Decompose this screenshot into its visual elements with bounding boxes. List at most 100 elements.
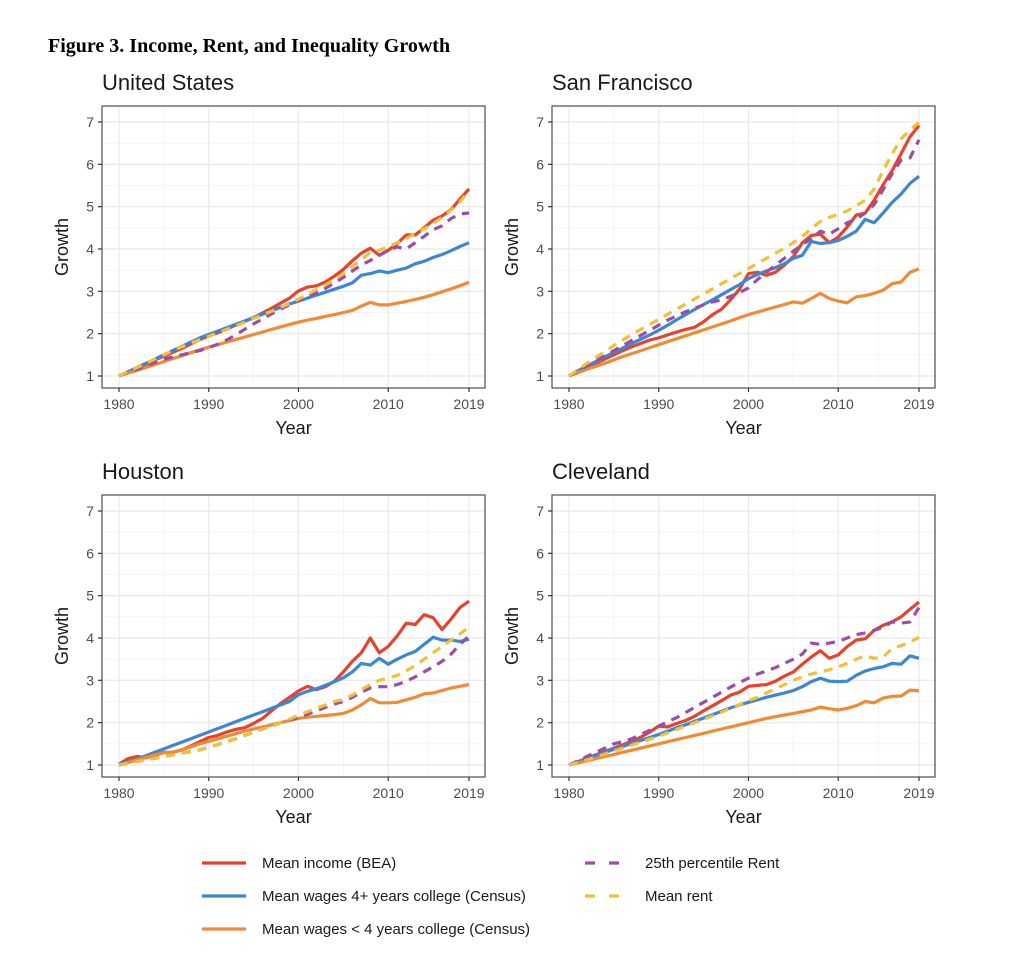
x-axis: 1980 1990 2000 2010 2019 Year — [553, 777, 935, 827]
x-axis-title: Year — [725, 807, 761, 827]
y-tick-label: 3 — [86, 672, 94, 688]
y-axis-title: Growth — [52, 218, 72, 276]
y-tick-label: 7 — [536, 114, 544, 130]
plot-background — [102, 495, 485, 777]
panel-united-states: United States 1 2 3 4 5 6 7 Growth 1980 1990 2000 20… — [52, 70, 486, 438]
x-tick-label: 2010 — [373, 396, 404, 412]
gridlines — [552, 106, 935, 388]
x-tick-label: 2000 — [283, 396, 314, 412]
x-tick-label: 1990 — [643, 785, 674, 801]
panel-houston: Houston 1 2 3 4 5 6 7 Growth 1980 1990 2000 2010 2019… — [52, 459, 486, 827]
y-axis: 1 2 3 4 5 6 7 Growth — [52, 503, 102, 773]
x-tick-label: 2019 — [903, 396, 934, 412]
x-tick-label: 1990 — [643, 396, 674, 412]
plot-background — [552, 495, 935, 777]
series-line-rent25 — [568, 139, 921, 378]
panel-title: United States — [102, 70, 234, 95]
x-tick-label: 2000 — [733, 785, 764, 801]
x-tick-label: 2010 — [823, 396, 854, 412]
legend-label: Mean rent — [645, 888, 713, 905]
gridlines — [102, 495, 485, 777]
y-axis: 1 2 3 4 5 6 7 Growth — [502, 503, 552, 773]
y-axis: 1 2 3 4 5 6 7 Growth — [502, 114, 552, 384]
y-tick-label: 6 — [536, 156, 544, 172]
panel-title: Cleveland — [552, 459, 650, 484]
y-tick-label: 5 — [536, 588, 544, 604]
series-group — [118, 187, 471, 378]
x-tick-label: 1980 — [553, 396, 584, 412]
series-group — [568, 600, 921, 767]
x-axis-title: Year — [275, 418, 311, 438]
x-tick-label: 2000 — [733, 396, 764, 412]
y-tick-label: 5 — [86, 199, 94, 215]
panel-title: San Francisco — [552, 70, 693, 95]
y-tick-label: 3 — [86, 283, 94, 299]
y-tick-label: 7 — [86, 503, 94, 519]
series-line-wage_nocol — [568, 688, 920, 767]
panel-cleveland: Cleveland 1 2 3 4 5 6 7 Growth 1980 1990 2000 2010 20… — [502, 459, 936, 827]
series-line-wage_col — [118, 635, 470, 766]
y-tick-label: 1 — [86, 368, 94, 384]
x-axis: 1980 1990 2000 2010 2019 Year — [103, 777, 485, 827]
y-tick-label: 1 — [536, 757, 544, 773]
x-tick-label: 1980 — [103, 396, 134, 412]
y-tick-label: 6 — [536, 545, 544, 561]
legend-item-wage_col: Mean wages 4+ years college (Census) — [202, 888, 526, 905]
series-group — [568, 121, 921, 378]
x-tick-label: 2019 — [453, 785, 484, 801]
x-tick-label: 2019 — [903, 785, 934, 801]
x-tick-label: 2010 — [823, 785, 854, 801]
x-axis: 1980 1990 2000 2010 2019 Year — [553, 388, 935, 438]
plot-frame — [101, 494, 486, 778]
x-tick-label: 1980 — [103, 785, 134, 801]
series-line-rent_mean — [568, 121, 920, 378]
y-tick-label: 2 — [536, 326, 544, 342]
panel-san-francisco: San Francisco 1 2 3 4 5 6 7 Growth 1980 1990 2000 20… — [502, 70, 936, 438]
x-tick-label: 2000 — [283, 785, 314, 801]
y-tick-label: 1 — [86, 757, 94, 773]
series-line-wage_col — [568, 174, 920, 378]
panel-title: Houston — [102, 459, 184, 484]
y-axis-title: Growth — [52, 607, 72, 665]
series-line-rent_mean — [118, 189, 471, 378]
y-tick-label: 5 — [86, 588, 94, 604]
y-tick-label: 6 — [86, 545, 94, 561]
y-tick-label: 7 — [86, 114, 94, 130]
legend-item-rent_mean: Mean rent — [585, 888, 713, 905]
legend-item-income: Mean income (BEA) — [202, 855, 396, 872]
series-group — [118, 599, 471, 767]
y-axis: 1 2 3 4 5 6 7 Growth — [52, 114, 102, 384]
series-line-rent_mean — [568, 635, 920, 767]
series-line-rent25 — [568, 606, 921, 767]
x-tick-label: 2019 — [453, 396, 484, 412]
plot-background — [552, 106, 935, 388]
figure-title: Figure 3. Income, Rent, and Inequality G… — [48, 35, 450, 57]
y-tick-label: 3 — [536, 283, 544, 299]
y-tick-label: 7 — [536, 503, 544, 519]
gridlines — [102, 106, 485, 388]
y-tick-label: 2 — [86, 326, 94, 342]
legend-label: Mean income (BEA) — [262, 855, 396, 872]
y-tick-label: 2 — [86, 715, 94, 731]
x-axis-title: Year — [275, 807, 311, 827]
y-tick-label: 1 — [536, 368, 544, 384]
y-tick-label: 3 — [536, 672, 544, 688]
legend-label: Mean wages 4+ years college (Census) — [262, 888, 526, 905]
x-tick-label: 1990 — [193, 785, 224, 801]
x-axis: 1980 1990 2000 2010 2019 Year — [103, 388, 485, 438]
series-line-rent25 — [118, 211, 470, 378]
plot-frame — [551, 105, 936, 389]
legend-label: Mean wages < 4 years college (Census) — [262, 921, 530, 938]
series-line-wage_nocol — [568, 267, 920, 378]
y-tick-label: 5 — [536, 199, 544, 215]
y-tick-label: 4 — [86, 630, 94, 646]
y-tick-label: 2 — [536, 715, 544, 731]
x-tick-label: 1990 — [193, 396, 224, 412]
y-tick-label: 4 — [86, 241, 94, 257]
plot-frame — [101, 105, 486, 389]
y-tick-label: 4 — [536, 241, 544, 257]
x-tick-label: 1980 — [553, 785, 584, 801]
plot-background — [102, 106, 485, 388]
x-axis-title: Year — [725, 418, 761, 438]
